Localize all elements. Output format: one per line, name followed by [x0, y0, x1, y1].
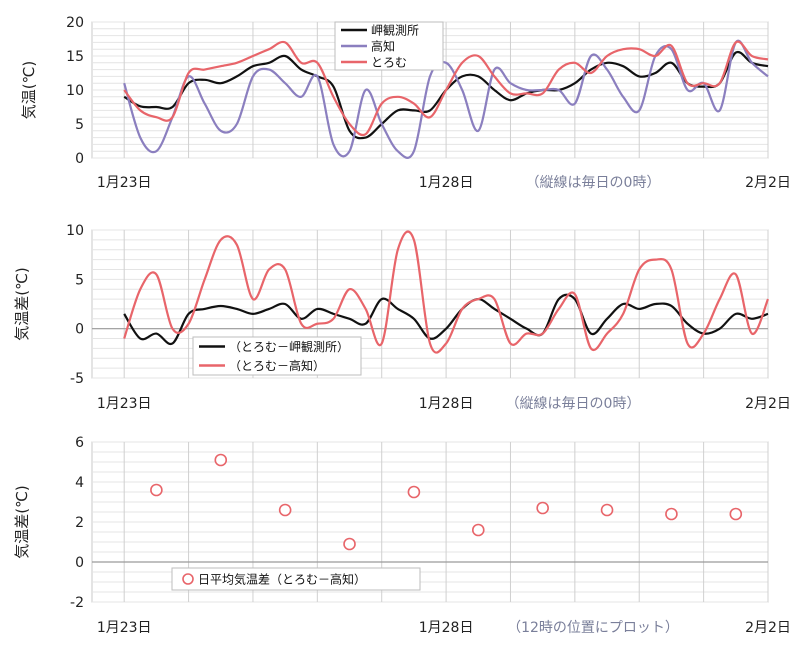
legend-box: [192, 336, 362, 376]
data-point: [278, 503, 292, 517]
data-point: [665, 507, 678, 521]
y-tick-label: 10: [66, 223, 84, 239]
data-point: [729, 507, 743, 521]
legend: 日平均気温差（とろむ－高知）: [171, 567, 421, 591]
series-line-1: [123, 293, 769, 346]
y-tick-label: 2: [75, 515, 84, 531]
x-tick-label: 1月28日: [419, 175, 474, 191]
x-tick-label: 1月23日: [97, 175, 152, 191]
data-point: [343, 537, 356, 551]
legend-label: 日平均気温差（とろむ－高知）: [198, 572, 366, 587]
y-tick-label: 0: [75, 322, 84, 338]
data-point: [471, 523, 485, 537]
y-axis-label: 気温差(℃): [13, 267, 31, 341]
x-tick-label: 1月28日: [419, 620, 474, 636]
chart-panel-3: -2 0 2 4 6 1月23日 1月28日 2月2日 （12時の位置にプロット） 気温差(℃) 日…: [13, 435, 791, 636]
chart-note: （12時の位置にプロット）: [507, 620, 679, 636]
data-point: [407, 485, 421, 499]
legend-label: 岬観測所: [371, 24, 419, 38]
legend-label: （とろむ－岬観測所）: [229, 340, 349, 354]
legend-swatch: [182, 573, 194, 585]
y-tick-label: 15: [66, 49, 84, 65]
legend-label: （とろむ－高知）: [229, 358, 325, 373]
x-tick-label: 2月2日: [745, 620, 791, 636]
y-tick-label: -5: [70, 371, 84, 387]
series-line-2: [123, 39, 769, 159]
series-line-3: [123, 40, 769, 137]
y-axis-label: 気温(℃): [20, 61, 38, 120]
data-point: [150, 483, 163, 497]
y-tick-label: 0: [75, 151, 84, 167]
y-tick-label: 5: [75, 117, 84, 133]
x-tick-label: 1月28日: [419, 396, 474, 412]
data-point: [600, 503, 614, 517]
legend-label: とろむ: [371, 56, 407, 70]
data-point: [536, 501, 549, 515]
legend: （とろむ－岬観測所） （とろむ－高知）: [192, 336, 362, 376]
x-tick-label: 1月23日: [97, 620, 152, 636]
y-tick-label: 20: [66, 15, 84, 31]
x-tick-label: 2月2日: [745, 175, 791, 191]
x-tick-label: 2月2日: [745, 396, 791, 412]
y-tick-label: -2: [70, 595, 84, 611]
legend-box: [171, 567, 421, 591]
y-tick-label: 6: [75, 435, 84, 451]
x-tick-label: 1月23日: [97, 396, 152, 412]
series-line-2: [123, 230, 770, 354]
chart-note: （縦線は毎日の0時）: [526, 175, 661, 191]
y-axis-label: 気温差(℃): [13, 485, 31, 559]
y-tick-label: 5: [75, 272, 84, 288]
data-point: [214, 453, 228, 467]
chart-panel-1: 0 5 10 15 20 1月23日 1月28日 2月2日 （縦線は毎日の0時） 気温(℃) 岬観測…: [20, 15, 791, 191]
chart-note: （縦線は毎日の0時）: [506, 396, 641, 412]
chart-panel-2: -5 0 5 10 1月23日 1月28日 2月2日 （縦線は毎日の0時） 気温差(℃) （とろむ…: [13, 223, 791, 412]
y-tick-label: 0: [75, 555, 84, 571]
y-tick-label: 10: [66, 83, 84, 99]
legend-label: 高知: [371, 39, 395, 54]
y-tick-label: 4: [75, 475, 84, 491]
